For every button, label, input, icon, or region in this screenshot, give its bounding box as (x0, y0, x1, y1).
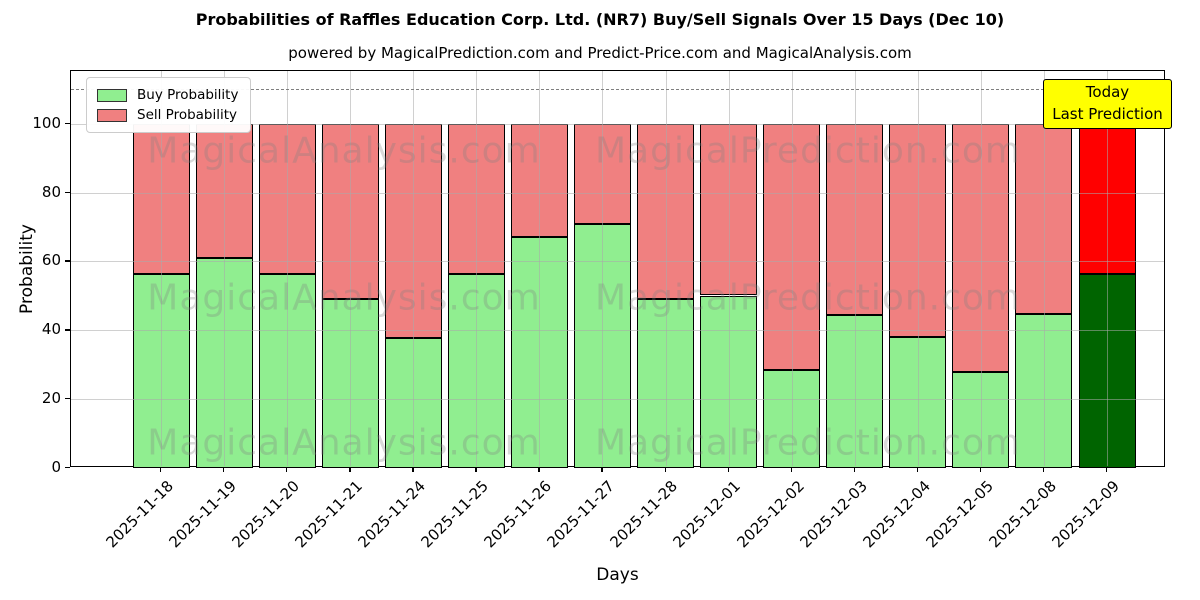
x-tick-mark-2025-12-04 (916, 467, 919, 472)
x-tick-label-2025-12-02: 2025-12-02 (733, 477, 808, 552)
x-tick-label-2025-12-09: 2025-12-09 (1048, 477, 1123, 552)
vertical-gridline-2025-12-02 (791, 71, 793, 466)
watermark-text: MagicalAnalysis.com (147, 277, 541, 319)
vertical-gridline-2025-11-27 (602, 71, 604, 466)
legend-item-buy: Buy Probability (97, 85, 238, 105)
x-tick-mark-2025-11-27 (601, 467, 603, 472)
y-tick-label-80: 80 (41, 182, 61, 201)
vertical-gridline-2025-12-05 (980, 71, 982, 466)
grid-layer (71, 71, 1164, 466)
watermark-text: MagicalPrediction.com (595, 422, 1021, 464)
y-tick-label-0: 0 (51, 458, 61, 476)
x-tick-mark-2025-11-18 (160, 467, 162, 472)
y-tick-mark-40 (65, 329, 70, 331)
y-tick-label-60: 60 (41, 251, 61, 270)
vertical-gridline-2025-11-19 (224, 71, 226, 466)
watermark-text: MagicalPrediction.com (595, 277, 1021, 319)
x-axis-title: Days (596, 565, 639, 585)
vertical-gridline-2025-11-21 (350, 71, 352, 466)
x-tick-mark-2025-12-01 (727, 467, 729, 472)
horizontal-gridline-40 (71, 330, 1164, 332)
vertical-gridline-2025-11-24 (413, 71, 415, 466)
x-tick-mark-2025-12-05 (979, 467, 982, 472)
x-tick-mark-2025-11-19 (223, 467, 225, 472)
threshold-dashed-line (71, 89, 1164, 91)
y-tick-mark-0 (65, 467, 70, 469)
x-tick-label-2025-11-19: 2025-11-19 (165, 477, 240, 552)
vertical-gridline-2025-12-04 (917, 71, 919, 466)
x-tick-label-2025-11-20: 2025-11-20 (228, 477, 303, 552)
vertical-gridline-2025-12-08 (1043, 71, 1045, 466)
y-tick-mark-100 (65, 122, 70, 124)
vertical-gridline-2025-12-03 (854, 71, 856, 466)
today-annotation: Today Last Prediction (1043, 79, 1172, 129)
buy-swatch-icon (97, 88, 127, 102)
x-tick-mark-2025-12-02 (790, 467, 792, 472)
y-tick-label-20: 20 (41, 389, 61, 408)
y-tick-mark-60 (65, 260, 70, 262)
legend: Buy Probability Sell Probability (86, 77, 252, 133)
watermark-text: MagicalAnalysis.com (147, 130, 541, 172)
chart-title: Probabilities of Raffles Education Corp.… (195, 10, 1005, 29)
x-tick-mark-2025-12-09 (1106, 467, 1108, 472)
y-tick-mark-80 (65, 191, 70, 193)
x-tick-label-2025-11-25: 2025-11-25 (417, 477, 493, 552)
x-tick-mark-2025-11-24 (412, 467, 414, 472)
y-axis-title: Probability (17, 224, 37, 314)
watermark-text: MagicalPrediction.com (595, 130, 1021, 172)
horizontal-gridline-80 (71, 192, 1164, 194)
horizontal-gridline-20 (71, 399, 1164, 401)
horizontal-gridline-100 (71, 123, 1164, 125)
sell-swatch-icon (97, 108, 127, 122)
x-tick-label-2025-11-21: 2025-11-21 (291, 477, 366, 552)
x-tick-label-2025-12-08: 2025-12-08 (985, 477, 1060, 552)
x-tick-mark-2025-12-08 (1042, 467, 1045, 472)
watermark-layer: MagicalAnalysis.com MagicalAnalysis.com Ma… (71, 71, 1164, 466)
horizontal-gridline-60 (71, 261, 1164, 263)
y-tick-label-100: 100 (32, 113, 61, 132)
today-annotation-line1: Today (1085, 83, 1130, 102)
vertical-gridline-2025-11-20 (287, 71, 289, 466)
vertical-gridline-2025-12-01 (728, 71, 730, 466)
today-annotation-line2: Last Prediction (1052, 105, 1163, 123)
plot-area: MagicalAnalysis.com MagicalAnalysis.com Ma… (70, 70, 1172, 468)
vertical-gridline-2025-11-26 (539, 71, 541, 466)
x-tick-mark-2025-11-20 (286, 467, 288, 472)
x-tick-label-2025-12-01: 2025-12-01 (669, 477, 745, 552)
vertical-gridline-2025-11-25 (476, 71, 478, 466)
legend-sell-label: Sell Probability (137, 107, 238, 123)
x-tick-label-2025-12-04: 2025-12-04 (859, 477, 934, 552)
vertical-gridline-2025-11-28 (665, 71, 667, 466)
legend-buy-label: Buy Probability (137, 87, 239, 103)
x-tick-label-2025-11-24: 2025-11-24 (354, 477, 430, 552)
vertical-gridline-2025-11-18 (161, 71, 162, 466)
x-tick-mark-2025-11-28 (664, 467, 666, 472)
y-tick-label-40: 40 (41, 320, 61, 339)
x-tick-label-2025-12-05: 2025-12-05 (922, 477, 997, 552)
x-tick-label-2025-11-26: 2025-11-26 (480, 477, 556, 552)
x-tick-mark-2025-12-03 (853, 467, 856, 472)
legend-item-sell: Sell Probability (97, 105, 238, 125)
x-tick-label-2025-11-27: 2025-11-27 (543, 477, 619, 552)
x-tick-mark-2025-11-26 (538, 467, 540, 472)
x-tick-label-2025-11-18: 2025-11-18 (102, 477, 177, 552)
x-tick-mark-2025-11-21 (349, 467, 351, 472)
chart-subtitle: powered by MagicalPrediction.com and Pre… (288, 44, 912, 62)
y-tick-mark-20 (65, 398, 70, 400)
x-tick-mark-2025-11-25 (475, 467, 477, 472)
vertical-gridline-2025-12-09 (1107, 71, 1109, 466)
watermark-text: MagicalAnalysis.com (147, 422, 541, 464)
